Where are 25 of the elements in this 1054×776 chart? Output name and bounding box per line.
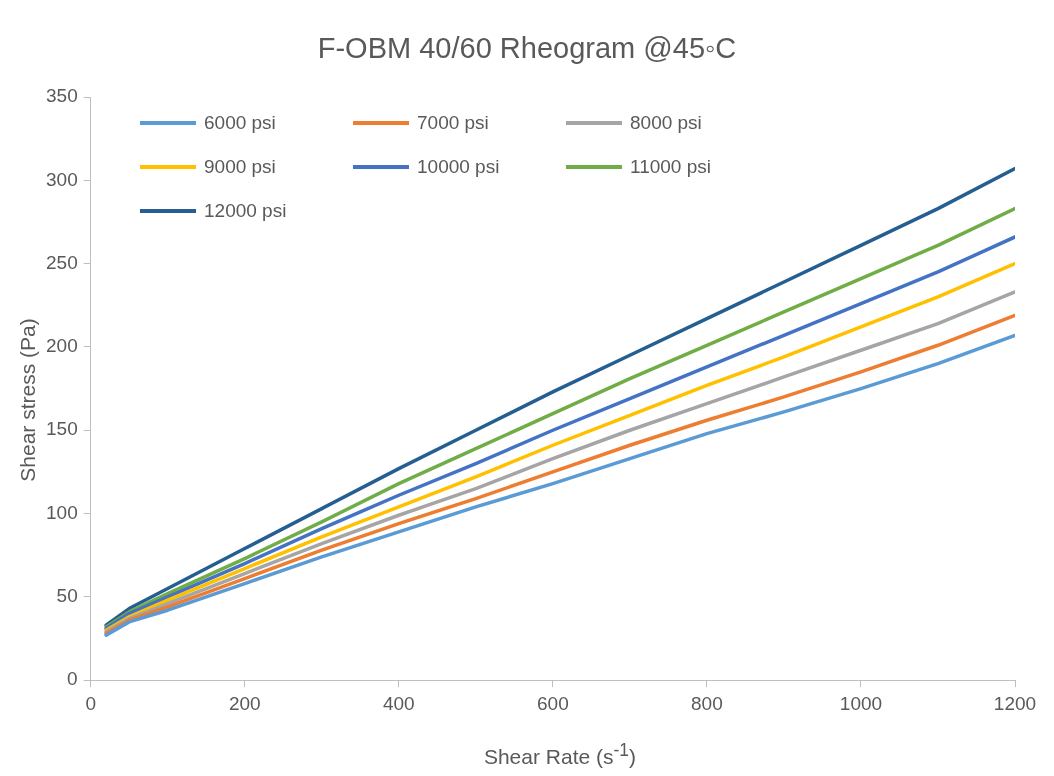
x-tick-label: 800	[691, 692, 723, 714]
x-tick-label: 200	[228, 692, 261, 714]
y-tick-label: 350	[46, 85, 78, 107]
y-tick-label: 300	[46, 168, 78, 190]
y-tick-label: 0	[67, 668, 78, 690]
y-tick-label: 250	[46, 251, 78, 273]
legend-label: 11000 psi	[630, 156, 711, 178]
legend-label: 7000 psi	[417, 112, 489, 134]
legend-label: 6000 psi	[204, 112, 276, 134]
y-tick-label: 200	[46, 335, 78, 357]
x-tick-label: 400	[382, 692, 415, 714]
x-tick-label: 0	[85, 692, 96, 714]
y-tick-label: 150	[46, 418, 78, 440]
y-axis-title: Shear stress (Pa)	[16, 318, 40, 482]
legend-label: 12000 psi	[204, 200, 287, 222]
y-tick-label: 50	[56, 585, 78, 607]
chart-title: F-OBM 40/60 Rheogram @45◦C	[316, 32, 738, 65]
legend-label: 8000 psi	[630, 112, 702, 134]
x-tick-label: 1200	[993, 692, 1037, 714]
x-axis-title: Shear Rate (s$^{-1}$)	[482, 740, 638, 769]
x-tick-label: 1000	[839, 692, 883, 714]
legend-label: 10000 psi	[417, 156, 500, 178]
legend-label: 9000 psi	[204, 156, 276, 178]
x-tick-label: 600	[537, 692, 569, 714]
y-tick-label: 100	[46, 501, 78, 523]
